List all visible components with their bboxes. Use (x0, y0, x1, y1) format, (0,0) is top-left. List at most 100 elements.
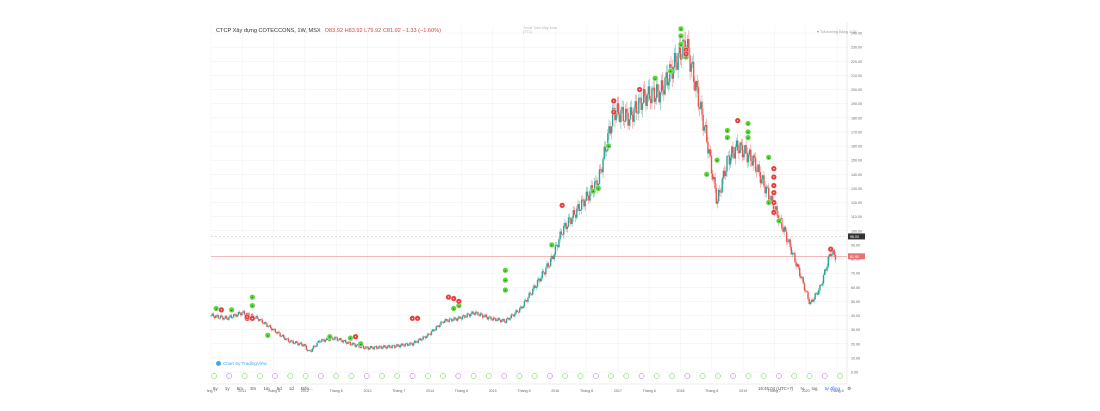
buy-signal-marker (677, 25, 684, 32)
candle-down (402, 343, 404, 346)
candle-up (651, 88, 653, 104)
candle-down (609, 126, 611, 134)
buy-signal-glyph: ▲ (685, 56, 688, 59)
buy-signal-glyph: ▲ (747, 137, 750, 140)
candle-down (794, 253, 796, 262)
candle-down (273, 328, 275, 330)
candle-up (610, 126, 613, 134)
price-chart[interactable]: 0.00 10.00 20.00 30.00 40.00 50.00 60.00 70.00 8… (207, 22, 878, 396)
buy-signal-glyph: ▲ (592, 190, 595, 193)
candle-up (594, 181, 596, 194)
sell-signal-marker (352, 333, 359, 340)
candle-up (520, 306, 522, 309)
x-tick-label: 2013 (364, 389, 372, 393)
candle-up (654, 98, 657, 102)
range-1y-button[interactable]: 1y (224, 386, 230, 391)
candle-up (690, 63, 692, 72)
candle-down (375, 346, 378, 349)
buy-signal-glyph: ▲ (669, 70, 672, 73)
candle-up (628, 119, 630, 126)
y-tick-label: 90.00 (851, 243, 860, 247)
buy-signal-glyph: ▲ (251, 305, 254, 308)
candle-up (440, 321, 442, 325)
candle-up (682, 39, 684, 59)
candle-down (340, 338, 342, 341)
y-tick-label: 130.00 (851, 187, 862, 191)
candle-up (277, 331, 279, 334)
y-tick-label: 0.00 (851, 371, 858, 375)
candle-down (779, 217, 782, 219)
log-scale-toggle[interactable]: log (811, 386, 818, 391)
candle-down (252, 314, 254, 317)
candle-down (696, 80, 698, 88)
last-price-tag (848, 253, 865, 260)
percent-scale-toggle[interactable]: % (800, 386, 805, 391)
candle-down (737, 140, 739, 151)
candle-up (317, 340, 319, 343)
event-badge (806, 373, 813, 379)
candle-down (495, 318, 497, 322)
candle-up (414, 340, 416, 344)
x-tick-label: 2020 (802, 389, 810, 393)
range-5d-button[interactable]: 5d (276, 386, 282, 391)
candle-up (536, 280, 539, 287)
x-tick-label: 2014 (426, 389, 434, 393)
candle-up (585, 191, 588, 201)
event-badge (318, 373, 324, 379)
y-tick-label: 160.00 (851, 145, 862, 149)
candle-down (715, 188, 717, 204)
candle-up (566, 226, 569, 230)
candle-down (261, 319, 263, 324)
range-1m-button[interactable]: 1m (263, 386, 270, 391)
candle-up (462, 315, 465, 317)
candle-up (210, 315, 212, 317)
candle-up (549, 258, 552, 267)
sell-signal-marker (770, 182, 777, 189)
tradingview-logo[interactable]: Chart by TradingView (216, 361, 267, 367)
candle-down (754, 157, 757, 172)
indicator-toggle[interactable]: ▾ Trả trường Bảng 1/15 (817, 30, 857, 34)
goto-date-button[interactable]: Đến... (301, 386, 313, 391)
sell-signal-marker (827, 246, 834, 253)
range-5y-button[interactable]: 5y (213, 386, 218, 391)
legend-symbol: CTCP Xây dựng COTECCONS, 1W, MSX (216, 28, 321, 34)
candle-up (285, 338, 287, 340)
event-badge (715, 373, 721, 379)
sell-signal-glyph: ▼ (416, 317, 419, 320)
candle-up (821, 283, 824, 286)
sell-signal-glyph: ▼ (251, 317, 254, 320)
event-badge (837, 373, 843, 379)
candle-up (417, 339, 420, 343)
chart-settings-toolbar: 16:45:04 (UTC+7) % log tự động ⚙ (758, 386, 857, 392)
candle-up (546, 263, 548, 269)
candle-down (406, 343, 409, 346)
candle-down (741, 144, 744, 158)
range-6m-button[interactable]: 6m (236, 386, 243, 391)
candle-up (686, 38, 689, 48)
event-badge (333, 373, 339, 379)
candle-down (278, 331, 280, 334)
range-1d-button[interactable]: 1d (288, 386, 294, 391)
candle-down (529, 292, 532, 294)
event-badge (623, 373, 630, 379)
event-badge (760, 373, 767, 379)
candle-down (359, 346, 361, 348)
candle-down (323, 339, 325, 342)
chart-frame: 0.00 10.00 20.00 30.00 40.00 50.00 60.00 70.00 8… (207, 22, 878, 396)
candle-up (553, 254, 555, 260)
candle-up (659, 92, 661, 103)
event-badge (653, 373, 660, 379)
candle-up (352, 342, 354, 345)
candle-up (479, 313, 482, 316)
candle-down (728, 155, 731, 165)
range-3m-button[interactable]: 3m (250, 386, 257, 391)
candle-up (589, 191, 591, 201)
candle-down (459, 316, 461, 319)
buy-signal-marker (776, 217, 783, 224)
buy-signal-glyph: ▲ (716, 159, 719, 162)
candle-down (213, 316, 216, 318)
settings-gear-icon[interactable]: ⚙ (847, 386, 852, 391)
candle-up (734, 146, 737, 159)
auto-scale-toggle[interactable]: tự động (824, 386, 840, 391)
candle-down (694, 81, 696, 91)
